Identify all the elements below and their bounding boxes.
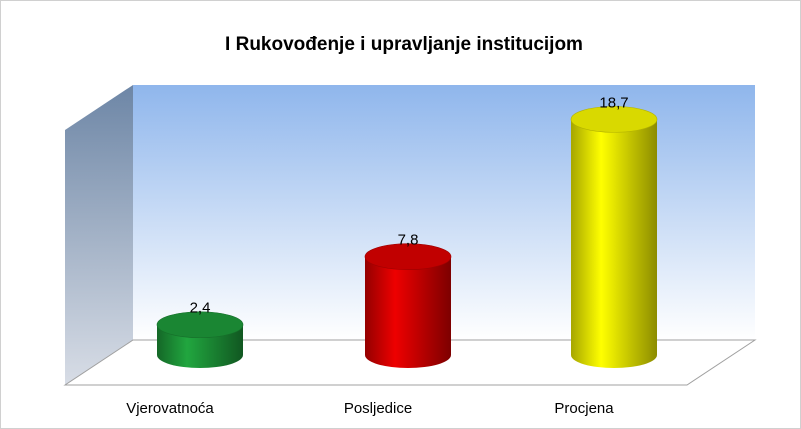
side-wall bbox=[65, 85, 133, 385]
x-tick-label: Procjena bbox=[554, 400, 614, 417]
bar-top bbox=[364, 243, 452, 271]
bar-top bbox=[156, 311, 244, 339]
bar-top bbox=[570, 106, 658, 133]
x-tick-label: Vjerovatnoća bbox=[126, 400, 214, 417]
value-label: 7,8 bbox=[398, 232, 419, 249]
value-label: 18,7 bbox=[599, 94, 628, 111]
bar bbox=[571, 119, 657, 368]
x-tick-label: Posljedice bbox=[344, 400, 412, 417]
value-label: 2,4 bbox=[190, 300, 211, 317]
bar bbox=[365, 256, 451, 368]
chart-title: I Rukovođenje i upravljanje institucijom bbox=[225, 34, 583, 55]
